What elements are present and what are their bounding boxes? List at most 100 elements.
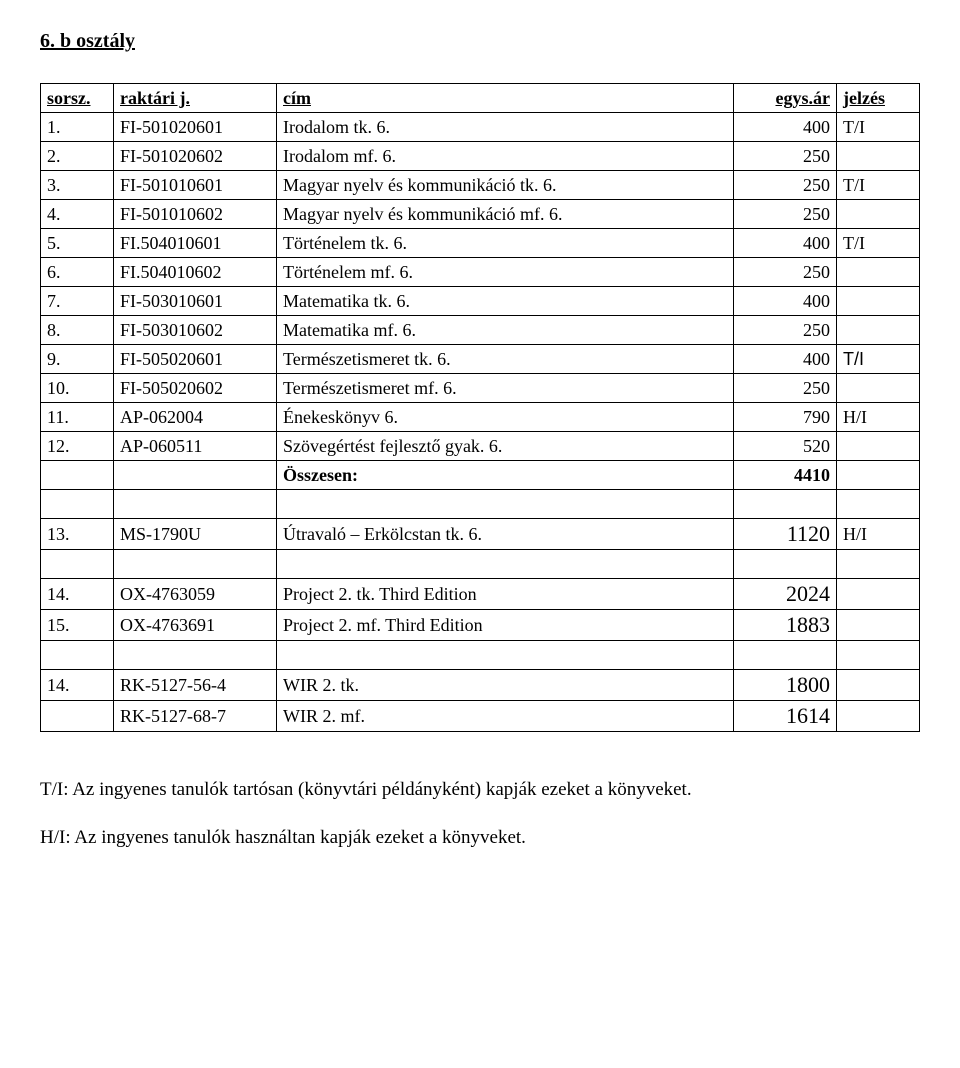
cell-cim: Történelem mf. 6. [277,258,734,287]
cell-jelzes [837,610,920,641]
cell-raktari: FI-501010601 [114,171,277,200]
cell-raktari: FI.504010602 [114,258,277,287]
cell-cim: Útravaló – Erkölcstan tk. 6. [277,519,734,550]
cell-sorsz: 14. [41,579,114,610]
cell-ar: 250 [734,171,837,200]
cell-cim: Project 2. mf. Third Edition [277,610,734,641]
cell-sorsz [41,701,114,732]
cell-ar: 1800 [734,670,837,701]
note-ti: T/I: Az ingyenes tanulók tartósan (könyv… [40,777,920,803]
cell-ar: 1120 [734,519,837,550]
cell-raktari: FI-503010602 [114,316,277,345]
table-row: 4.FI-501010602Magyar nyelv és kommunikác… [41,200,920,229]
cell-jelzes [837,258,920,287]
cell-jelzes [837,579,920,610]
note-hi: H/I: Az ingyenes tanulók használtan kapj… [40,825,920,851]
cell-raktari: MS-1790U [114,519,277,550]
cell-sorsz: 8. [41,316,114,345]
cell-jelzes [837,670,920,701]
cell-cim: Matematika tk. 6. [277,287,734,316]
cell-jelzes [837,200,920,229]
cell-raktari: AP-060511 [114,432,277,461]
cell-jelzes: T/I [837,171,920,200]
header-raktari: raktári j. [114,84,277,113]
cell-jelzes: T/I [837,229,920,258]
cell-jelzes [837,316,920,345]
cell-jelzes: T/I [837,113,920,142]
cell-raktari: FI.504010601 [114,229,277,258]
cell-jelzes [837,142,920,171]
cell-cim: Project 2. tk. Third Edition [277,579,734,610]
cell-ar: 2024 [734,579,837,610]
cell-ar: 250 [734,142,837,171]
cell-jelzes [837,287,920,316]
table-row: 15.OX-4763691Project 2. mf. Third Editio… [41,610,920,641]
cell-sorsz: 4. [41,200,114,229]
header-row: sorsz. raktári j. cím egys.ár jelzés [41,84,920,113]
cell-raktari: FI-503010601 [114,287,277,316]
cell-sorsz: 10. [41,374,114,403]
table-row: 8.FI-503010602Matematika mf. 6.250 [41,316,920,345]
cell-cim: Matematika mf. 6. [277,316,734,345]
header-jelzes: jelzés [837,84,920,113]
cell-cim: WIR 2. mf. [277,701,734,732]
total-label: Összesen: [277,461,734,490]
cell-cim: Természetismeret tk. 6. [277,345,734,374]
cell-sorsz: 6. [41,258,114,287]
table-row: RK-5127-68-7WIR 2. mf.1614 [41,701,920,732]
cell-cim: Irodalom tk. 6. [277,113,734,142]
cell-cim: Történelem tk. 6. [277,229,734,258]
cell-jelzes [837,432,920,461]
total-row: Összesen: 4410 [41,461,920,490]
cell-ar: 250 [734,258,837,287]
table-row: 10.FI-505020602Természetismeret mf. 6.25… [41,374,920,403]
books-table: sorsz. raktári j. cím egys.ár jelzés 1.F… [40,83,920,732]
cell-sorsz: 12. [41,432,114,461]
cell-sorsz: 9. [41,345,114,374]
cell-ar: 250 [734,316,837,345]
cell-jelzes: H/I [837,519,920,550]
cell-ar: 250 [734,200,837,229]
cell-cim: Természetismeret mf. 6. [277,374,734,403]
cell-jelzes: H/I [837,403,920,432]
notes-block: T/I: Az ingyenes tanulók tartósan (könyv… [40,777,920,850]
cell-jelzes [837,701,920,732]
table-row: 2.FI-501020602Irodalom mf. 6.250 [41,142,920,171]
cell-raktari: FI-505020601 [114,345,277,374]
cell-cim: Szövegértést fejlesztő gyak. 6. [277,432,734,461]
cell-sorsz: 7. [41,287,114,316]
cell-sorsz: 14. [41,670,114,701]
cell-cim: WIR 2. tk. [277,670,734,701]
cell-cim: Irodalom mf. 6. [277,142,734,171]
cell-cim: Magyar nyelv és kommunikáció mf. 6. [277,200,734,229]
cell-ar: 400 [734,287,837,316]
cell-ar: 1614 [734,701,837,732]
table-row: 6.FI.504010602Történelem mf. 6.250 [41,258,920,287]
cell-sorsz: 3. [41,171,114,200]
table-row: 5.FI.504010601Történelem tk. 6.400T/I [41,229,920,258]
cell-sorsz: 11. [41,403,114,432]
cell-raktari: RK-5127-56-4 [114,670,277,701]
cell-sorsz: 15. [41,610,114,641]
table-row: 3.FI-501010601Magyar nyelv és kommunikác… [41,171,920,200]
spacer-row [41,550,920,579]
cell-ar: 250 [734,374,837,403]
table-row: 1.FI-501020601Irodalom tk. 6.400T/I [41,113,920,142]
header-sorsz: sorsz. [41,84,114,113]
spacer-row [41,490,920,519]
table-row: 12.AP-060511Szövegértést fejlesztő gyak.… [41,432,920,461]
table-row: 14.RK-5127-56-4WIR 2. tk.1800 [41,670,920,701]
cell-ar: 1883 [734,610,837,641]
cell-raktari: FI-501020602 [114,142,277,171]
cell-ar: 790 [734,403,837,432]
cell-raktari: FI-505020602 [114,374,277,403]
cell-raktari: OX-4763691 [114,610,277,641]
cell-ar: 400 [734,229,837,258]
cell-ar: 400 [734,345,837,374]
cell-sorsz: 2. [41,142,114,171]
cell-raktari: FI-501010602 [114,200,277,229]
cell-raktari: OX-4763059 [114,579,277,610]
cell-ar: 400 [734,113,837,142]
table-row: 11.AP-062004Énekeskönyv 6.790H/I [41,403,920,432]
page-title: 6. b osztály [40,30,920,53]
